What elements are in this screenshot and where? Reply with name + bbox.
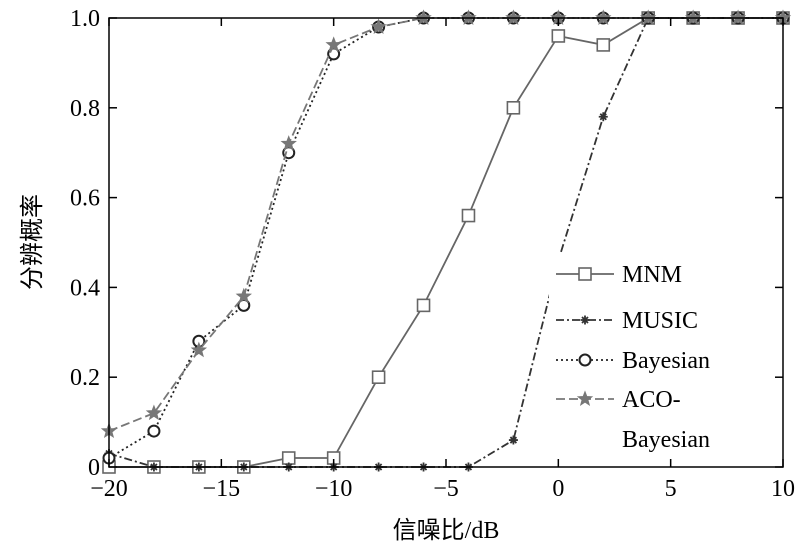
legend-label-bayesian: Bayesian [622, 348, 710, 374]
y-tick-label: 0.6 [70, 186, 100, 212]
y-tick-label: 0.4 [70, 275, 100, 301]
data-point-aco-bayesian [370, 18, 387, 34]
data-point-mnm [281, 451, 296, 465]
data-point-mnm [461, 208, 476, 223]
data-point-mnm [371, 370, 386, 385]
data-point-aco-bayesian [325, 36, 342, 52]
data-point-aco-bayesian [145, 404, 163, 421]
legend-marker-mnm [578, 267, 592, 281]
data-point-aco-bayesian [235, 287, 252, 304]
data-point-aco-bayesian [190, 341, 208, 358]
x-tick-label: −15 [203, 476, 241, 502]
data-point-music [598, 112, 608, 122]
ticks-layer: −20 −15 −10 −5 0 5 10 0 0.2 0.4 0.6 0.8 1.0 [70, 6, 795, 502]
data-point-music [508, 435, 518, 445]
x-tick-label: 5 [665, 476, 677, 502]
legend-marker-bayesian [578, 353, 592, 367]
data-point-bayesian [147, 424, 161, 438]
legend: MNM MUSIC Bayesian ACO- Bayesian [549, 254, 751, 454]
data-point-mnm [596, 38, 611, 52]
data-point-mnm [506, 101, 521, 115]
x-axis-label: 信噪比/dB [393, 517, 500, 544]
y-tick-label: 0.2 [70, 365, 100, 391]
data-point-mnm [551, 29, 566, 43]
data-point-mnm [416, 298, 431, 313]
y-tick-label: 0 [88, 455, 100, 481]
x-tick-label: 0 [552, 476, 564, 502]
y-tick-label: 0.8 [70, 96, 100, 122]
legend-label-aco-bayesian: Bayesian [622, 427, 710, 453]
x-tick-label: −5 [433, 476, 459, 502]
legend-label-aco-bayesian: ACO- [622, 387, 681, 413]
x-tick-label: 10 [771, 476, 795, 502]
legend-label-mnm: MNM [622, 262, 682, 288]
y-axis-label: 分辨概率 [19, 194, 46, 290]
data-point-aco-bayesian [280, 135, 297, 151]
x-tick-label: −20 [90, 476, 128, 502]
legend-marker-music [580, 315, 590, 325]
x-tick-label: −10 [315, 476, 353, 502]
legend-label-music: MUSIC [622, 308, 698, 334]
y-tick-label: 1.0 [70, 6, 100, 32]
legend-marker-aco-bayesian [576, 390, 594, 406]
